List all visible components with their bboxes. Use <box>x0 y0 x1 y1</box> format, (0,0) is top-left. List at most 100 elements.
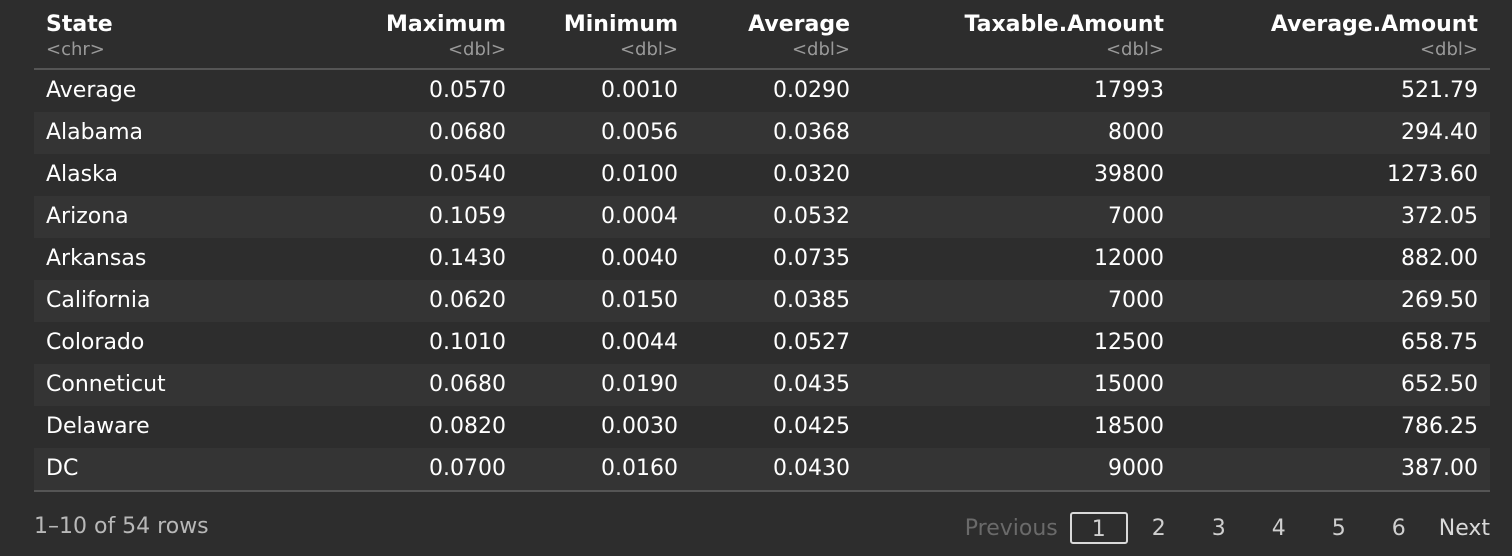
table-cell: 0.0700 <box>264 448 518 492</box>
table-cell: 0.0044 <box>601 330 678 355</box>
column-header-maximum[interactable]: Maximum <dbl> <box>264 6 518 70</box>
table-cell: 0.0532 <box>690 196 862 238</box>
table-cell: 0.0680 <box>264 364 518 406</box>
page-button-3[interactable]: 3 <box>1211 515 1226 541</box>
table-cell: Colorado <box>46 330 145 355</box>
table-row: Conneticut 0.0680 0.0190 0.0435 15000 65… <box>34 364 1490 406</box>
page-button-5[interactable]: 5 <box>1331 515 1346 541</box>
table-cell: 0.0010 <box>601 78 678 103</box>
table-cell: 0.0368 <box>690 112 862 154</box>
table-cell: Average <box>46 78 137 103</box>
next-page-button[interactable]: Next <box>1438 515 1490 541</box>
table-cell: 7000 <box>862 280 1176 322</box>
column-type: <dbl> <box>619 39 678 60</box>
table-row: Arizona 0.1059 0.0004 0.0532 7000 372.05 <box>34 196 1490 238</box>
table-cell: 0.0150 <box>518 280 690 322</box>
column-name: Average <box>748 12 850 37</box>
column-type: <chr> <box>46 39 105 60</box>
header-row: State <chr> Maximum <dbl> Minimum <dbl> … <box>34 6 1490 70</box>
table-cell: 786.25 <box>1401 414 1478 439</box>
table-cell: 0.0620 <box>264 280 518 322</box>
table-cell: 658.75 <box>1401 330 1478 355</box>
column-type: <dbl> <box>791 39 850 60</box>
table-cell: 0.0820 <box>429 414 506 439</box>
table-cell: Conneticut <box>34 364 264 406</box>
table-row: Average 0.0570 0.0010 0.0290 17993 521.7… <box>34 69 1490 112</box>
table-cell: 882.00 <box>1401 246 1478 271</box>
table-cell: 652.50 <box>1176 364 1490 406</box>
table-cell: 0.0290 <box>773 78 850 103</box>
table-cell: Alabama <box>34 112 264 154</box>
table-row: DC 0.0700 0.0160 0.0430 9000 387.00 <box>34 448 1490 492</box>
table-cell: 294.40 <box>1176 112 1490 154</box>
table-cell: 18500 <box>1094 414 1164 439</box>
table-cell: 0.0735 <box>773 246 850 271</box>
table-cell: 0.0425 <box>773 414 850 439</box>
table-cell: 12000 <box>1094 246 1164 271</box>
table-cell: 0.0570 <box>429 78 506 103</box>
column-header-minimum[interactable]: Minimum <dbl> <box>518 6 690 70</box>
table-row: Alaska 0.0540 0.0100 0.0320 39800 1273.6… <box>34 154 1490 196</box>
pagination: Previous 1 2 3 4 5 6 Next <box>965 506 1490 550</box>
table-cell: Delaware <box>46 414 150 439</box>
column-name: Average.Amount <box>1270 12 1478 37</box>
table-cell: 0.0160 <box>518 448 690 492</box>
column-type: <dbl> <box>1105 39 1164 60</box>
column-type: <dbl> <box>447 39 506 60</box>
table-cell: Alaska <box>46 162 118 187</box>
table-row: Delaware 0.0820 0.0030 0.0425 18500 786.… <box>34 406 1490 448</box>
table-cell: 0.0100 <box>601 162 678 187</box>
column-name: Taxable.Amount <box>964 12 1164 37</box>
column-name: Maximum <box>386 12 506 37</box>
table-row: Arkansas 0.1430 0.0040 0.0735 12000 882.… <box>34 238 1490 280</box>
table-cell: 387.00 <box>1176 448 1490 492</box>
column-header-average-amount[interactable]: Average.Amount <dbl> <box>1176 6 1490 70</box>
table-cell: 0.0435 <box>690 364 862 406</box>
column-name: Minimum <box>563 12 678 37</box>
row-count-info: 1–10 of 54 rows <box>34 514 209 539</box>
table-row: California 0.0620 0.0150 0.0385 7000 269… <box>34 280 1490 322</box>
table-cell: DC <box>34 448 264 492</box>
table-cell: 0.1059 <box>264 196 518 238</box>
column-header-average[interactable]: Average <dbl> <box>690 6 862 70</box>
data-table: State <chr> Maximum <dbl> Minimum <dbl> … <box>34 6 1490 492</box>
table-cell: 9000 <box>862 448 1176 492</box>
table-cell: Arizona <box>34 196 264 238</box>
table-cell: 0.0680 <box>264 112 518 154</box>
table-cell: 0.1010 <box>429 330 506 355</box>
table-cell: 39800 <box>1094 162 1164 187</box>
table-cell: 0.0004 <box>518 196 690 238</box>
table-cell: 0.0320 <box>773 162 850 187</box>
table-cell: 0.0385 <box>690 280 862 322</box>
page-button-1[interactable]: 1 <box>1069 512 1128 544</box>
page-button-6[interactable]: 6 <box>1391 515 1406 541</box>
table-cell: 8000 <box>862 112 1176 154</box>
table-cell: 0.0040 <box>601 246 678 271</box>
table-cell: 0.0430 <box>690 448 862 492</box>
table-cell: 1273.60 <box>1387 162 1478 187</box>
table-cell: 12500 <box>1094 330 1164 355</box>
table-cell: 0.0527 <box>773 330 850 355</box>
table-cell: 0.0030 <box>601 414 678 439</box>
table-cell: 0.0190 <box>518 364 690 406</box>
table-cell: 0.0540 <box>429 162 506 187</box>
column-header-state[interactable]: State <chr> <box>34 6 264 70</box>
table-cell: 269.50 <box>1176 280 1490 322</box>
column-header-taxable-amount[interactable]: Taxable.Amount <dbl> <box>862 6 1176 70</box>
page-button-2[interactable]: 2 <box>1151 515 1166 541</box>
table-row: Colorado 0.1010 0.0044 0.0527 12500 658.… <box>34 322 1490 364</box>
column-name: State <box>46 12 113 37</box>
table-cell: 0.0056 <box>518 112 690 154</box>
table-cell: Arkansas <box>46 246 147 271</box>
table-cell: 15000 <box>862 364 1176 406</box>
previous-page-button[interactable]: Previous <box>964 515 1058 541</box>
table-cell: 372.05 <box>1176 196 1490 238</box>
pagination-footer: 1–10 of 54 rows Previous 1 2 3 4 5 6 Nex… <box>34 506 1490 550</box>
table-cell: 521.79 <box>1401 78 1478 103</box>
table-cell: California <box>34 280 264 322</box>
table-cell: 17993 <box>1094 78 1164 103</box>
table-cell: 7000 <box>862 196 1176 238</box>
page-button-4[interactable]: 4 <box>1271 515 1286 541</box>
column-type: <dbl> <box>1419 39 1478 60</box>
